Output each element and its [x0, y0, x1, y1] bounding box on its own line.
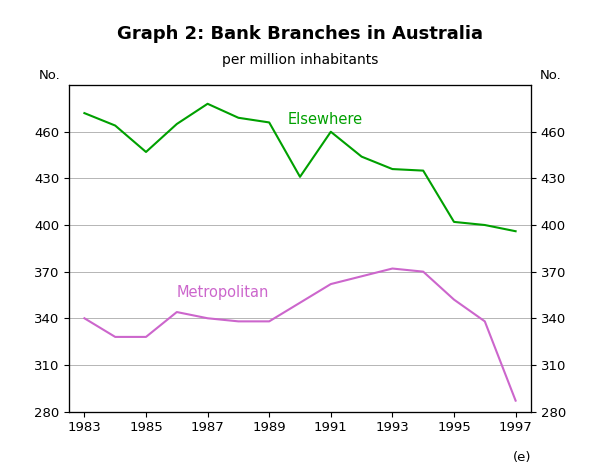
Text: Elsewhere: Elsewhere — [287, 112, 363, 127]
Text: (e): (e) — [512, 451, 531, 464]
Text: Graph 2: Bank Branches in Australia: Graph 2: Bank Branches in Australia — [117, 25, 483, 43]
Text: per million inhabitants: per million inhabitants — [222, 53, 378, 67]
Text: Metropolitan: Metropolitan — [177, 284, 269, 299]
Text: No.: No. — [539, 69, 561, 82]
Text: No.: No. — [39, 69, 61, 82]
